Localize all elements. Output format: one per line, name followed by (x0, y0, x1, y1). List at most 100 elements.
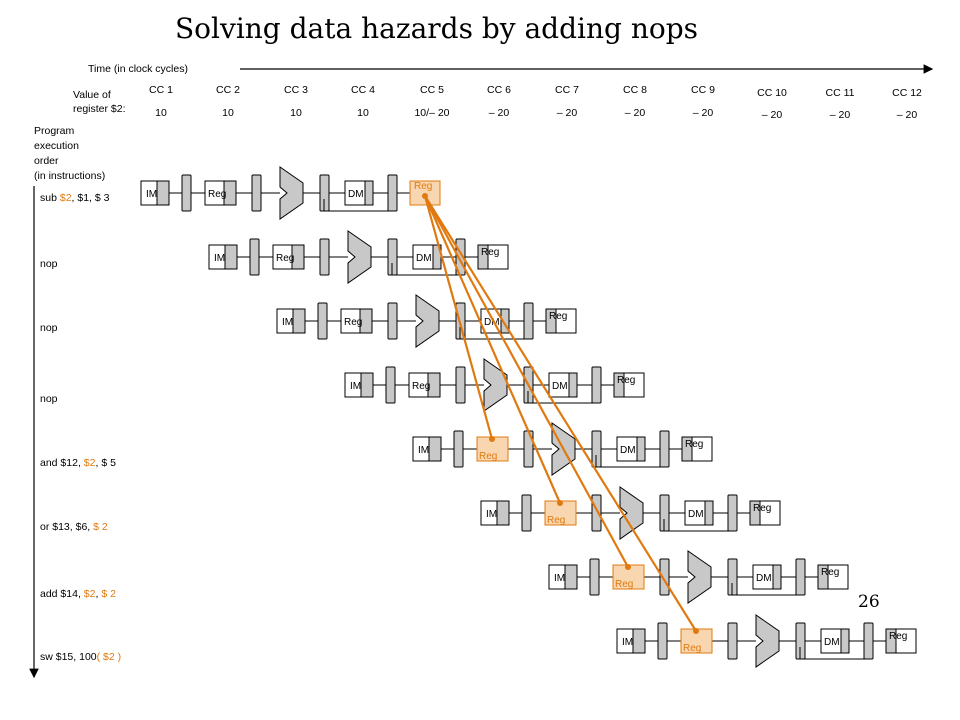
reg-write-shade (817, 564, 829, 590)
reg-write-label: Reg (414, 181, 432, 192)
pipeline-register-1 (249, 238, 260, 276)
dependency-line-8 (424, 195, 697, 632)
dm-label: DM (756, 573, 772, 584)
register-value-cc3: 10 (290, 107, 302, 119)
pipeline-row-3: IM Reg DM Reg (276, 294, 577, 348)
instruction-label-7: add $14, $2, $ 2 (40, 588, 116, 600)
bypass-wire (527, 391, 596, 404)
dm-shade (772, 564, 782, 590)
register-value-cc9: – 20 (693, 107, 714, 119)
alu-shape (415, 294, 440, 348)
reg-write-shade (885, 628, 897, 654)
instruction-7-part-2: $2 (84, 588, 96, 600)
pipeline-register-1 (317, 302, 328, 340)
reg-read-label: Reg (479, 451, 497, 462)
register-value-cc5: 10/– 20 (414, 107, 449, 119)
dependency-read-dot (693, 628, 699, 634)
dependency-line-5 (423, 195, 494, 440)
dm-label: DM (484, 317, 500, 328)
instruction-1-part-3: , $1, $ 3 (72, 192, 110, 204)
register-value-cc2: 10 (222, 107, 234, 119)
instruction-label-3: nop (40, 322, 58, 334)
reg-write-label: Reg (889, 631, 907, 642)
pipeline-register-4 (863, 622, 874, 660)
dependency-read-dot (557, 500, 563, 506)
im-label: IM (622, 637, 633, 648)
program-label-line-1: Program (34, 125, 75, 137)
pipeline-row-4: IM Reg DM Reg (344, 358, 645, 412)
reg-write-shade (477, 244, 489, 270)
reg-read-shade (223, 180, 237, 206)
value-label-line-2: register $2: (73, 103, 126, 115)
pipeline-register-1 (589, 558, 600, 596)
pipeline-register-2 (387, 302, 398, 340)
pipeline-register-1 (181, 174, 192, 212)
register-value-cc1: 10 (155, 107, 167, 119)
instruction-label-2: nop (40, 258, 58, 270)
instruction-label-6: or $13, $6, $ 2 (40, 521, 108, 533)
instruction-4-part-1: nop (40, 393, 58, 405)
im-label: IM (146, 189, 157, 200)
dm-label: DM (552, 381, 568, 392)
reg-write-label: Reg (685, 439, 703, 450)
pipeline-register-2 (251, 174, 262, 212)
instruction-3-part-1: nop (40, 322, 58, 334)
im-shade (360, 372, 374, 398)
reg-write-label: Reg (617, 375, 635, 386)
reg-write-shade (681, 436, 693, 462)
instruction-5-part-1: and $12, (40, 457, 84, 469)
pipeline-register-2 (319, 238, 330, 276)
instruction-8-part-2: ( $2 ) (97, 651, 122, 663)
instruction-1-part-1: sub (40, 192, 60, 204)
instruction-7-part-1: add $14, (40, 588, 84, 600)
pipeline-row-6: IM Reg DM Reg (480, 486, 781, 540)
dependency-read-dot (625, 564, 631, 570)
cycle-label-9: CC 9 (691, 84, 715, 96)
reg-read-label: Reg (547, 515, 565, 526)
pipeline-register-4 (727, 494, 738, 532)
cycle-label-10: CC 10 (757, 87, 787, 99)
dm-shade (500, 308, 510, 334)
alu-shape (347, 230, 372, 284)
register-value-cc6: – 20 (489, 107, 510, 119)
cycle-label-12: CC 12 (892, 87, 922, 99)
instruction-label-5: and $12, $2, $ 5 (40, 457, 116, 469)
pipeline-register-2 (727, 622, 738, 660)
pipeline-register-1 (657, 622, 668, 660)
slide-title: Solving data hazards by adding nops (175, 12, 698, 45)
dm-shade (840, 628, 850, 654)
pipeline-register-4 (387, 174, 398, 212)
clock-cycle-header: CC 1 10 CC 2 10 CC 3 10 CC 4 10 CC 5 10/– 20 CC 6 –… (149, 84, 922, 121)
alu-shape (279, 166, 304, 220)
reg-write-label: Reg (481, 247, 499, 258)
cycle-label-11: CC 11 (826, 87, 855, 99)
register-value-cc10: – 20 (762, 109, 783, 121)
program-label-line-3: order (34, 155, 59, 167)
bypass-wire (459, 327, 528, 340)
alu-shape (755, 614, 780, 668)
instruction-1-part-2: $2 (60, 192, 72, 204)
instruction-7-part-4: $ 2 (101, 588, 116, 600)
bypass-wire (391, 263, 460, 276)
pipeline-register-4 (795, 558, 806, 596)
cycle-label-4: CC 4 (351, 84, 375, 96)
pipeline-register-1 (385, 366, 396, 404)
reg-read-shade (359, 308, 373, 334)
reg-read-label: Reg (208, 189, 226, 200)
reg-read-label: Reg (344, 317, 362, 328)
dependency-write-dot (422, 193, 428, 199)
register-value-cc11: – 20 (830, 109, 851, 121)
instruction-2-part-1: nop (40, 258, 58, 270)
dm-shade (704, 500, 714, 526)
dm-label: DM (416, 253, 432, 264)
reg-write-label: Reg (549, 311, 567, 322)
cycle-label-7: CC 7 (555, 84, 579, 96)
im-label: IM (418, 445, 429, 456)
dm-label: DM (620, 445, 636, 456)
instruction-label-1: sub $2, $1, $ 3 (40, 192, 110, 204)
instruction-6-part-1: or $13, $6, (40, 521, 93, 533)
cycle-label-3: CC 3 (284, 84, 308, 96)
instruction-8-part-1: sw $15, 100 (40, 651, 97, 663)
im-label: IM (282, 317, 293, 328)
